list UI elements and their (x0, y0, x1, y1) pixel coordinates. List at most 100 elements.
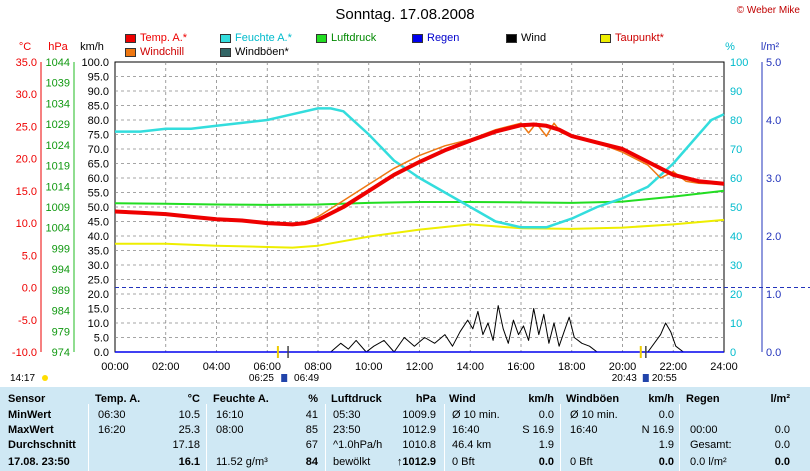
cell-wind-time: Ø 10 min. (452, 409, 500, 421)
cell-rain-value: 0.0 (774, 424, 790, 436)
wind-tick-label: 60.0 (88, 173, 109, 185)
cell-pressure-time: bewölkt (333, 456, 371, 468)
cell-wind-value: 0.0 (538, 456, 554, 468)
pressure-tick-label: 1014 (46, 181, 70, 193)
wind-tick-label: 55.0 (88, 188, 109, 200)
cell-temp-value: 10.5 (178, 409, 200, 421)
cell-pressure-value: 1012.9 (402, 424, 436, 436)
wind-tick-label: 75.0 (88, 130, 109, 142)
cell-humidity-time: 16:10 (216, 409, 244, 421)
cell-pressure-value: 1009.9 (402, 409, 436, 421)
humidity-tick-label: 50 (730, 202, 742, 214)
pressure-tick-label: 1004 (46, 223, 70, 235)
time-tick-label: 06:00 (253, 361, 281, 373)
cell-rain-time: Gesamt: (690, 439, 732, 451)
legend-swatch (220, 47, 231, 57)
header-gust: Windböen (566, 393, 620, 405)
temp-unit-label: °C (19, 41, 31, 53)
wind-tick-label: 20.0 (88, 289, 109, 301)
cell-humidity-value: 67 (305, 439, 318, 451)
time-tick-label: 22:00 (659, 361, 687, 373)
legend-item: Feuchte A.* (220, 32, 292, 44)
sunrise-label: 06:25 (249, 373, 274, 384)
rain-tick-label: 5.0 (766, 57, 781, 69)
temp-tick-label: 35.0 (16, 57, 37, 69)
rain-tick-label: 2.0 (766, 231, 781, 243)
wind-tick-label: 65.0 (88, 159, 109, 171)
header-sensor: Sensor (8, 393, 46, 405)
wind-tick-label: 15.0 (88, 304, 109, 316)
cell-wind-time: 16:40 (452, 424, 480, 436)
cell-pressure-time: ^1.0hPa/h (333, 439, 383, 451)
cell-rain-value: 0.0 (774, 439, 790, 451)
series-line-wind (115, 305, 724, 353)
pressure-tick-label: 1024 (46, 140, 70, 152)
time-tick-label: 16:00 (507, 361, 535, 373)
statistics-table: Sensor Temp. A. °C Feuchte A.% Luftdruck hPa W… (0, 387, 810, 471)
time-tick-label: 08:00 (304, 361, 332, 373)
temp-tick-label: -5.0 (18, 315, 37, 327)
cell-humidity-value: 84 (305, 456, 318, 468)
cell-wind-value: S 16.9 (522, 424, 554, 436)
legend-label: Temp. A.* (140, 32, 188, 44)
temp-tick-label: 20.0 (16, 154, 37, 166)
legend-item: Wind (506, 32, 546, 44)
time-tick-label: 10:00 (355, 361, 383, 373)
cell-temp-time: 06:30 (98, 409, 126, 421)
cell-wind-time: 46.4 km (452, 439, 492, 451)
header-temp: Temp. A. (95, 393, 141, 405)
sunset-icon (642, 374, 649, 382)
rain-unit-label: l/m² (761, 41, 780, 53)
pressure-tick-label: 1029 (46, 119, 70, 131)
cell-gust-value: 0.0 (658, 409, 674, 421)
time-tick-label: 00:00 (101, 361, 129, 373)
cell-humidity-value: 85 (305, 424, 318, 436)
cell-rain-time: 00:00 (690, 424, 718, 436)
legend-swatch (600, 33, 611, 43)
time-tick-label: 02:00 (152, 361, 180, 373)
wind-tick-label: 85.0 (88, 101, 109, 113)
legend-swatch (220, 33, 231, 43)
pressure-tick-label: 1009 (46, 202, 70, 214)
row-label: MaxWert (8, 424, 54, 436)
wind-tick-label: 0.0 (94, 347, 109, 359)
rain-tick-label: 4.0 (766, 115, 781, 127)
row-label: Durchschnitt (8, 439, 76, 451)
humidity-tick-label: 60 (730, 173, 742, 185)
cell-wind-value: 1.9 (538, 439, 554, 451)
cell-humidity-time: 11.52 g/m³ (216, 456, 268, 468)
temp-tick-label: 10.0 (16, 218, 37, 230)
legend-label: Feuchte A.* (235, 32, 292, 44)
humidity-tick-label: 10 (730, 318, 742, 330)
header-humidity-unit: % (308, 393, 318, 405)
pressure-tick-label: 1044 (46, 57, 70, 69)
page-title: Sonntag. 17.08.2008 (335, 6, 475, 23)
cell-wind-value: 0.0 (538, 409, 554, 421)
wind-tick-label: 90.0 (88, 86, 109, 98)
legend-label: Wind (521, 32, 547, 44)
cell-temp-value: 17.18 (172, 439, 200, 451)
humidity-tick-label: 80 (730, 115, 742, 127)
pressure-unit-label: hPa (48, 41, 68, 53)
legend-item: Windchill (125, 46, 184, 58)
series-line-luftdruck (114, 189, 725, 206)
header-humidity: Feuchte A. (213, 393, 269, 405)
sunrise-icon (281, 374, 288, 382)
row-label: 17.08. 23:50 (8, 456, 70, 468)
legend-item: Windböen* (220, 46, 289, 58)
legend-swatch (125, 33, 136, 43)
header-rain-unit: l/m² (770, 393, 790, 405)
pressure-tick-label: 994 (52, 264, 70, 276)
sunset-label: 20:43 (612, 373, 637, 384)
cell-pressure-value: ↑1012.9 (396, 456, 436, 468)
cell-gust-value: 1.9 (658, 439, 674, 451)
time-tick-label: 18:00 (558, 361, 586, 373)
wind-tick-label: 80.0 (88, 115, 109, 127)
wind-tick-label: 70.0 (88, 144, 109, 156)
legend-item: Regen (412, 32, 459, 44)
time-tick-label: 24:00 (710, 361, 738, 373)
rain-tick-label: 1.0 (766, 289, 781, 301)
temp-tick-label: -10.0 (12, 347, 37, 359)
current-time-label: 14:17 (10, 373, 35, 384)
humidity-tick-label: 100 (730, 57, 748, 69)
